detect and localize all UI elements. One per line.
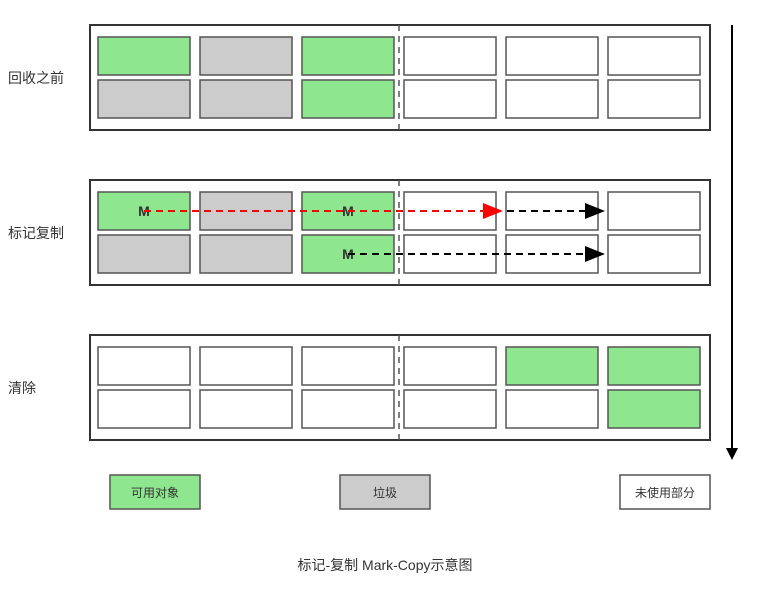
caption: 标记-复制 Mark-Copy示意图 <box>0 555 770 575</box>
cell <box>98 80 190 118</box>
stage-label-3: 清除 <box>0 378 85 398</box>
cell <box>302 80 394 118</box>
cell <box>506 80 598 118</box>
flow-arrow-head <box>726 448 738 460</box>
cell <box>404 80 496 118</box>
legend-label: 垃圾 <box>373 485 397 500</box>
cell <box>506 390 598 428</box>
legend-label: 可用对象 <box>131 486 179 500</box>
cell <box>608 80 700 118</box>
cell <box>608 37 700 75</box>
cell <box>506 347 598 385</box>
cell <box>608 192 700 230</box>
cell <box>200 80 292 118</box>
cell <box>200 390 292 428</box>
cell <box>98 235 190 273</box>
stage-label-1: 回收之前 <box>0 68 85 88</box>
cell <box>608 235 700 273</box>
stage-label-2: 标记复制 <box>0 223 85 243</box>
cell <box>404 37 496 75</box>
cell <box>506 37 598 75</box>
cell <box>404 390 496 428</box>
cell <box>200 37 292 75</box>
cell <box>608 390 700 428</box>
cell <box>200 347 292 385</box>
cell <box>200 235 292 273</box>
cell <box>98 37 190 75</box>
cell <box>98 347 190 385</box>
cell <box>302 37 394 75</box>
cell <box>608 347 700 385</box>
cell <box>302 390 394 428</box>
cell <box>404 347 496 385</box>
cell <box>98 390 190 428</box>
cell <box>302 347 394 385</box>
diagram-svg: MMM可用对象垃圾未使用部分 <box>0 0 770 595</box>
legend-label: 未使用部分 <box>635 485 695 500</box>
